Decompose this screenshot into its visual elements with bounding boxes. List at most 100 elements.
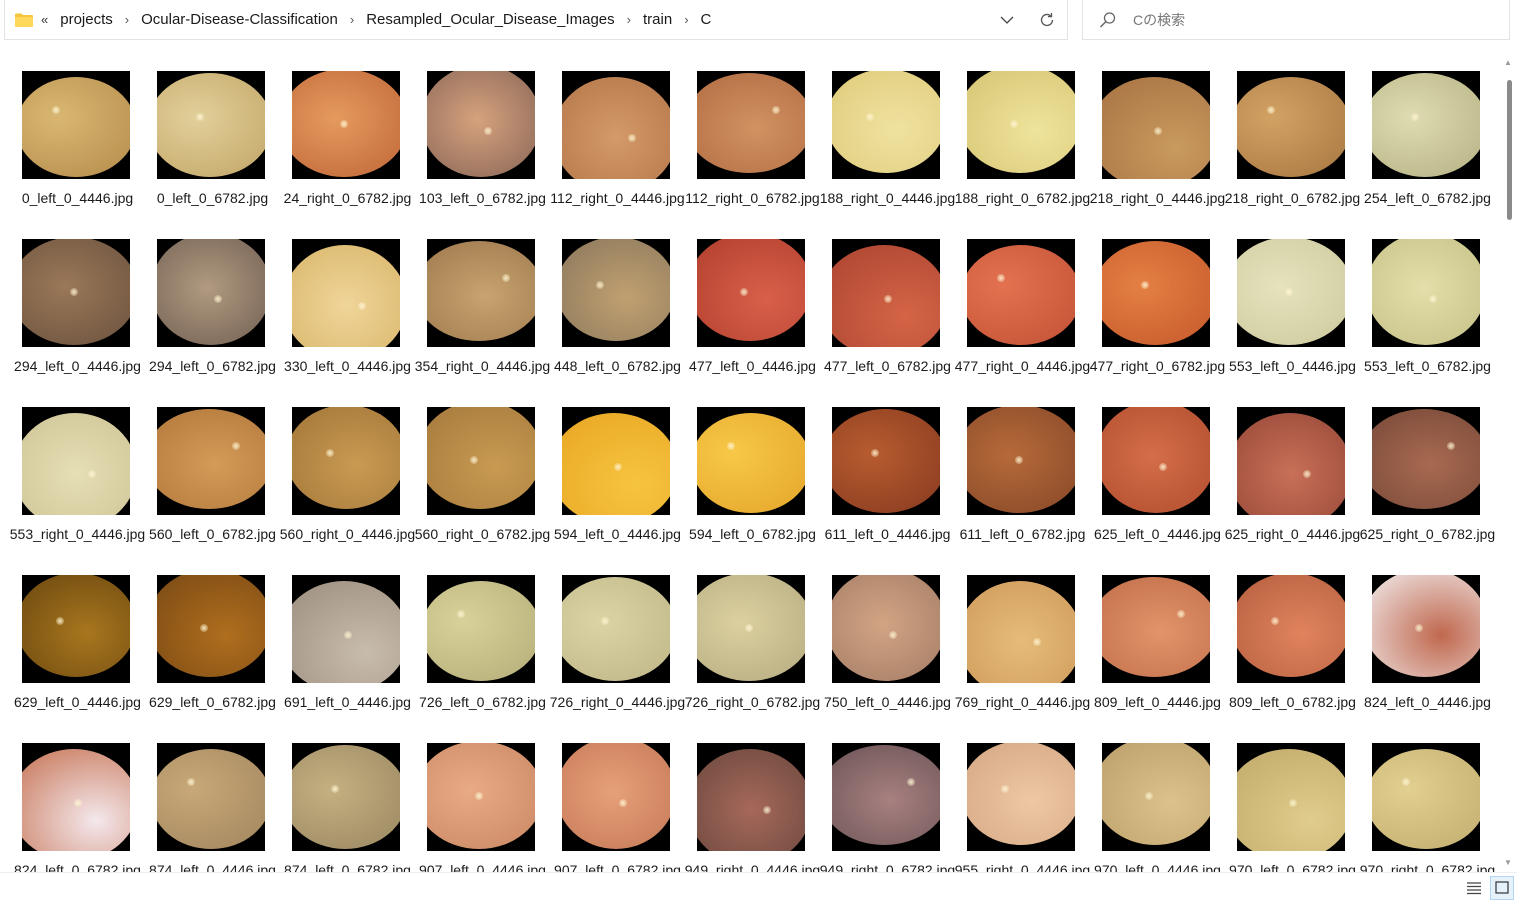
file-item[interactable]: 330_left_0_4446.jpg — [270, 218, 411, 388]
file-item[interactable]: 553_left_0_4446.jpg — [1215, 218, 1356, 388]
file-item[interactable]: 477_left_0_6782.jpg — [810, 218, 951, 388]
breadcrumb-item-resampled-images[interactable]: Resampled_Ocular_Disease_Images — [366, 11, 615, 28]
file-item[interactable]: 0_left_0_6782.jpg — [135, 50, 270, 220]
file-item[interactable]: 218_right_0_4446.jpg — [1080, 50, 1225, 220]
optic-disc — [745, 624, 753, 632]
breadcrumb-separator[interactable]: › — [684, 12, 689, 27]
file-item[interactable]: 611_left_0_4446.jpg — [810, 386, 950, 556]
file-item[interactable]: 594_left_0_4446.jpg — [540, 386, 681, 556]
vertical-scrollbar[interactable]: ▲ ▼ — [1500, 58, 1517, 872]
file-thumbnail — [427, 743, 535, 851]
file-item[interactable]: 726_right_0_6782.jpg — [675, 554, 820, 724]
file-item[interactable]: 629_left_0_6782.jpg — [135, 554, 276, 724]
file-item[interactable]: 769_right_0_4446.jpg — [945, 554, 1090, 724]
file-item[interactable]: 955_right_0_4446.jpg — [945, 722, 1090, 872]
file-item[interactable]: 824_left_0_4446.jpg — [1350, 554, 1491, 724]
file-item[interactable]: 112_right_0_4446.jpg — [540, 50, 685, 220]
file-item[interactable]: 188_right_0_4446.jpg — [810, 50, 955, 220]
file-item[interactable]: 112_right_0_6782.jpg — [675, 50, 820, 220]
breadcrumb-separator[interactable]: › — [626, 12, 631, 27]
file-name: 726_left_0_6782.jpg — [419, 694, 546, 710]
chevron-down-icon[interactable] — [987, 0, 1027, 40]
file-item[interactable]: 294_left_0_4446.jpg — [0, 218, 141, 388]
file-item[interactable]: 354_right_0_4446.jpg — [405, 218, 550, 388]
file-name: 560_left_0_6782.jpg — [149, 526, 276, 542]
file-item[interactable]: 294_left_0_6782.jpg — [135, 218, 276, 388]
file-item[interactable]: 874_left_0_4446.jpg — [135, 722, 276, 872]
breadcrumb-overflow-button[interactable]: « — [41, 12, 49, 27]
optic-disc — [1154, 127, 1162, 135]
file-name: 809_left_0_6782.jpg — [1229, 694, 1356, 710]
file-item[interactable]: 188_right_0_6782.jpg — [945, 50, 1090, 220]
file-item[interactable]: 907_left_0_4446.jpg — [405, 722, 546, 872]
optic-disc — [727, 442, 735, 450]
folder-icon — [15, 13, 33, 27]
file-item[interactable]: 750_left_0_4446.jpg — [810, 554, 951, 724]
file-item[interactable]: 0_left_0_4446.jpg — [0, 50, 135, 220]
file-item[interactable]: 611_left_0_6782.jpg — [945, 386, 1085, 556]
file-thumbnail — [1237, 71, 1345, 179]
file-item[interactable]: 24_right_0_6782.jpg — [270, 50, 411, 220]
file-item[interactable]: 553_left_0_6782.jpg — [1350, 218, 1491, 388]
file-item[interactable]: 874_left_0_6782.jpg — [270, 722, 411, 872]
file-item[interactable]: 103_left_0_6782.jpg — [405, 50, 546, 220]
large-icons-view-icon[interactable] — [1490, 876, 1514, 900]
file-item[interactable]: 625_right_0_4446.jpg — [1215, 386, 1360, 556]
scroll-down-arrow-icon[interactable]: ▼ — [1504, 858, 1512, 867]
file-item[interactable]: 594_left_0_6782.jpg — [675, 386, 816, 556]
file-name: 294_left_0_6782.jpg — [149, 358, 276, 374]
file-item[interactable]: 809_left_0_4446.jpg — [1080, 554, 1221, 724]
breadcrumb-separator[interactable]: › — [349, 12, 355, 27]
file-item[interactable]: 560_left_0_6782.jpg — [135, 386, 276, 556]
file-item[interactable]: 949_right_0_4446.jpg — [675, 722, 820, 872]
breadcrumb-item-ocular-disease-classification[interactable]: Ocular-Disease-Classification — [141, 11, 338, 28]
file-item[interactable]: 625_right_0_6782.jpg — [1350, 386, 1495, 556]
details-view-icon[interactable] — [1465, 879, 1483, 897]
file-item[interactable]: 691_left_0_4446.jpg — [270, 554, 411, 724]
breadcrumb-item-c[interactable]: C — [700, 11, 712, 28]
file-item[interactable]: 970_left_0_6782.jpg — [1215, 722, 1356, 872]
file-item[interactable]: 907_left_0_6782.jpg — [540, 722, 681, 872]
file-item[interactable]: 949_right_0_6782.jpg — [810, 722, 955, 872]
file-thumbnail — [427, 71, 535, 179]
search-input[interactable] — [1131, 10, 1495, 29]
optic-disc — [1015, 456, 1023, 464]
fundus-image — [427, 581, 535, 681]
breadcrumb-separator[interactable]: › — [124, 12, 130, 27]
fundus-image — [22, 77, 130, 177]
file-item[interactable]: 448_left_0_6782.jpg — [540, 218, 681, 388]
scrollbar-thumb[interactable] — [1507, 80, 1512, 220]
file-item[interactable]: 809_left_0_6782.jpg — [1215, 554, 1356, 724]
breadcrumb-item-projects[interactable]: projects — [60, 11, 113, 28]
file-item[interactable]: 254_left_0_6782.jpg — [1350, 50, 1491, 220]
optic-disc — [196, 113, 204, 121]
fundus-image — [562, 77, 670, 179]
fundus-image — [697, 239, 805, 341]
file-item[interactable]: 824_left_0_6782.jpg — [0, 722, 141, 872]
address-bar[interactable]: « projects › Ocular-Disease-Classificati… — [4, 0, 1068, 40]
fundus-image — [1237, 575, 1345, 677]
refresh-icon[interactable] — [1027, 0, 1067, 40]
file-item[interactable]: 970_left_0_4446.jpg — [1080, 722, 1221, 872]
file-item[interactable]: 726_left_0_6782.jpg — [405, 554, 546, 724]
breadcrumb-item-train[interactable]: train — [643, 11, 673, 28]
file-item[interactable]: 560_right_0_6782.jpg — [405, 386, 550, 556]
file-name: 103_left_0_6782.jpg — [419, 190, 546, 206]
file-item[interactable]: 726_right_0_4446.jpg — [540, 554, 685, 724]
file-list: 0_left_0_4446.jpg 0_left_0_6782.jpg 24_rig… — [0, 50, 1500, 872]
file-item[interactable]: 477_right_0_4446.jpg — [945, 218, 1090, 388]
search-box[interactable] — [1082, 0, 1510, 40]
file-item[interactable]: 477_left_0_4446.jpg — [675, 218, 816, 388]
file-item[interactable]: 625_left_0_4446.jpg — [1080, 386, 1221, 556]
file-thumbnail — [22, 407, 130, 515]
file-item[interactable]: 970_right_0_6782.jpg — [1350, 722, 1495, 872]
file-item[interactable]: 560_right_0_4446.jpg — [270, 386, 415, 556]
file-name: 629_left_0_4446.jpg — [14, 694, 141, 710]
file-item[interactable]: 629_left_0_4446.jpg — [0, 554, 141, 724]
file-name: 769_right_0_4446.jpg — [954, 694, 1091, 710]
file-item[interactable]: 218_right_0_6782.jpg — [1215, 50, 1360, 220]
scroll-up-arrow-icon[interactable]: ▲ — [1504, 58, 1512, 67]
file-item[interactable]: 553_right_0_4446.jpg — [0, 386, 145, 556]
file-item[interactable]: 477_right_0_6782.jpg — [1080, 218, 1225, 388]
optic-disc — [187, 778, 195, 786]
